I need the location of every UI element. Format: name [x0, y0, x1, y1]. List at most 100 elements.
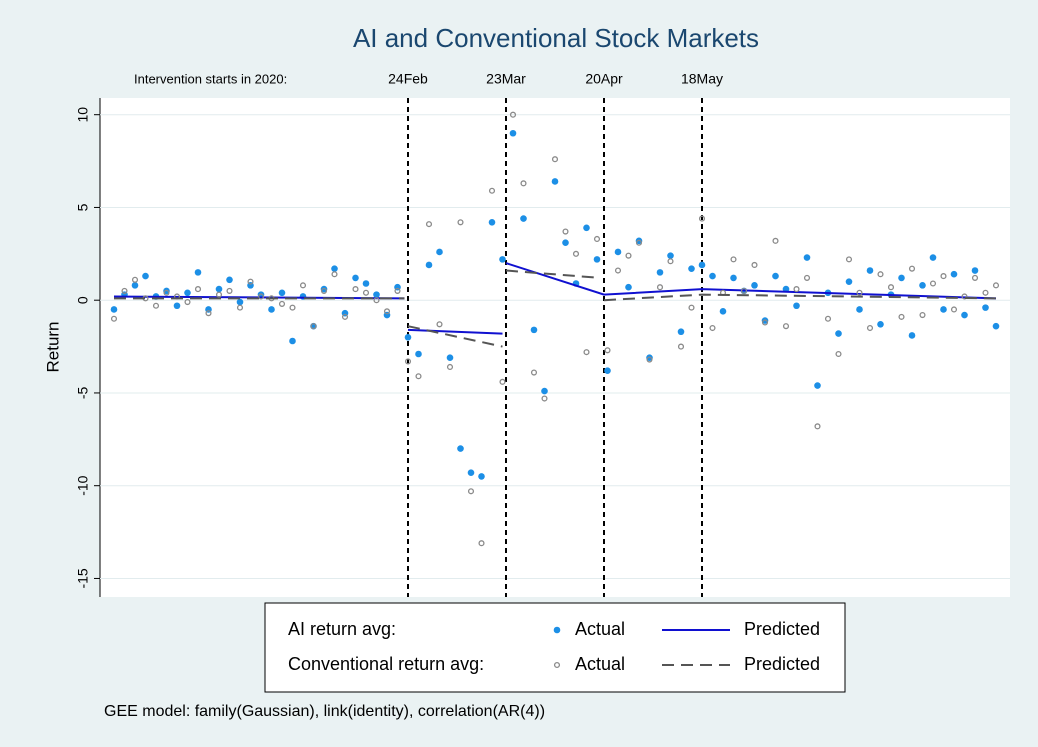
point — [803, 254, 811, 261]
chart-title: AI and Conventional Stock Markets — [353, 23, 759, 53]
point — [541, 395, 548, 402]
intervention-label: 18May — [681, 71, 723, 87]
point — [614, 267, 622, 274]
point — [751, 261, 758, 269]
point — [772, 272, 779, 280]
point — [866, 324, 874, 332]
point — [940, 273, 947, 280]
plot-area — [100, 98, 1010, 597]
point — [982, 304, 989, 311]
point — [520, 180, 527, 187]
point — [604, 367, 611, 374]
predicted-line — [114, 269, 997, 348]
point — [667, 252, 674, 259]
point — [898, 274, 905, 282]
point — [814, 423, 821, 430]
point — [310, 323, 317, 330]
note: GEE model: family(Gaussian), link(identi… — [104, 703, 545, 720]
point — [425, 221, 433, 228]
point — [593, 256, 601, 263]
point — [425, 261, 433, 269]
point — [866, 267, 874, 274]
point — [919, 311, 926, 319]
point — [110, 315, 118, 322]
point — [656, 284, 664, 291]
point — [457, 445, 464, 452]
point — [950, 306, 958, 313]
point — [509, 129, 517, 137]
y-tick-label: 0 — [75, 296, 91, 304]
point — [121, 287, 128, 294]
point — [614, 248, 622, 256]
point — [845, 256, 853, 263]
point — [635, 239, 643, 246]
y-axis-label: Return — [43, 321, 62, 372]
point — [730, 274, 737, 282]
point — [919, 282, 926, 289]
point — [719, 308, 727, 315]
point — [194, 286, 202, 293]
point — [436, 321, 443, 328]
point — [457, 219, 464, 226]
point — [803, 274, 811, 281]
point — [751, 282, 758, 289]
point — [131, 282, 139, 289]
point — [299, 282, 307, 289]
point — [677, 328, 685, 336]
point — [352, 274, 359, 282]
point — [583, 349, 590, 356]
y-tick-label: 5 — [75, 203, 91, 211]
point — [488, 218, 496, 226]
point — [782, 323, 790, 330]
point — [646, 356, 653, 363]
point — [793, 286, 800, 293]
point — [446, 354, 454, 362]
point — [226, 287, 233, 294]
point — [887, 284, 895, 291]
legend — [264, 602, 846, 693]
point — [877, 321, 884, 328]
point — [215, 291, 223, 298]
point — [929, 254, 937, 261]
point — [184, 299, 191, 306]
point — [835, 350, 842, 358]
legend-symbol — [553, 626, 561, 634]
intervention-label: 23Mar — [486, 71, 526, 87]
point — [908, 265, 916, 272]
point — [656, 269, 664, 276]
point — [383, 308, 391, 315]
point — [226, 276, 233, 284]
point — [257, 293, 265, 300]
point — [131, 276, 139, 283]
point — [562, 228, 569, 235]
point — [268, 306, 275, 313]
point — [740, 287, 748, 294]
point — [278, 289, 286, 297]
point — [467, 488, 475, 495]
point — [205, 310, 212, 317]
point — [898, 313, 905, 320]
point — [289, 304, 296, 311]
point — [856, 289, 863, 296]
legend-entry: Actual — [575, 654, 625, 674]
point — [362, 280, 370, 287]
intervention-label: 20Apr — [585, 71, 623, 87]
legend-group-label: Conventional return avg: — [288, 654, 484, 674]
annotation: Intervention starts in 2020: — [134, 71, 287, 86]
point — [961, 293, 968, 300]
point — [688, 265, 695, 272]
point — [551, 156, 559, 163]
point — [362, 289, 370, 296]
point — [971, 274, 979, 281]
y-tick-label: 10 — [75, 107, 91, 123]
point — [289, 337, 296, 345]
point — [278, 300, 286, 307]
point — [625, 252, 632, 259]
point — [142, 272, 149, 280]
point — [404, 333, 412, 341]
point — [509, 111, 517, 118]
point — [730, 256, 737, 263]
point — [709, 324, 716, 332]
point — [352, 286, 359, 293]
point — [772, 237, 779, 244]
